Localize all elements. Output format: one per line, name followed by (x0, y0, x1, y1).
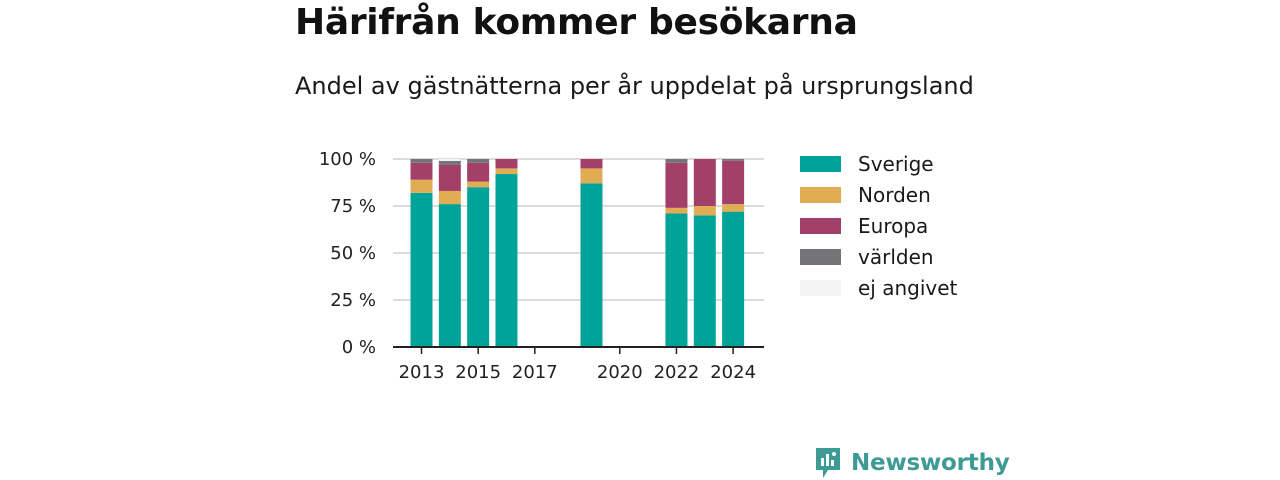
x-tick-label: 2013 (399, 362, 445, 383)
bar-segment (410, 179, 433, 193)
bar-segment (495, 174, 518, 347)
legend-swatch (800, 279, 841, 296)
bar-segment (722, 160, 745, 205)
legend-swatch (800, 186, 841, 203)
bar-segment (467, 162, 490, 182)
bar-segment (438, 204, 461, 347)
legend-swatch (800, 155, 841, 172)
logo-text: Newsworthy (851, 450, 1010, 476)
legend-swatch (800, 248, 841, 265)
chart-subtitle: Andel av gästnätterna per år uppdelat på… (295, 72, 974, 100)
bar-segment (580, 183, 603, 347)
bar-segment (722, 211, 745, 347)
stacked-bar-chart: 0 % 25 % 50 % 75 % 100 % 2013 2015 2017 2020 2022… (319, 149, 764, 383)
newsworthy-logo: Newsworthy (814, 446, 1010, 480)
legend-label: Europa (858, 213, 929, 238)
legend-item: Norden (800, 179, 957, 210)
x-tick-label: 2024 (710, 362, 756, 383)
bar-segment (467, 159, 490, 163)
y-tick-label: 50 % (330, 243, 376, 264)
bar-segment (495, 159, 518, 169)
bar-segment (438, 190, 461, 205)
bar-segment (665, 207, 688, 214)
bar-segment (580, 168, 603, 184)
y-tick-label: 75 % (330, 196, 376, 217)
bar-series (410, 159, 745, 347)
legend-item: Sverige (800, 148, 957, 179)
legend-label: ej angivet (858, 275, 958, 300)
bar-segment (693, 215, 716, 347)
legend-item: världen (800, 241, 957, 272)
legend-item: Europa (800, 210, 957, 241)
x-tick-label: 2022 (654, 362, 700, 383)
bar-segment (580, 159, 603, 169)
bar-segment (410, 159, 433, 163)
chart-title: Härifrån kommer besökarna (295, 2, 858, 43)
y-tick-label: 100 % (319, 149, 376, 170)
bar-segment (438, 159, 461, 161)
x-tick-label: 2020 (597, 362, 643, 383)
legend-label: Sverige (858, 151, 934, 176)
legend-item: ej angivet (800, 272, 957, 303)
bar-segment (467, 181, 490, 188)
bar-segment (722, 204, 745, 212)
y-tick-label: 0 % (342, 337, 376, 358)
bar-segment (438, 164, 461, 191)
bar-segment (693, 159, 716, 206)
bar-segment (495, 168, 518, 175)
bar-segment (665, 162, 688, 208)
bar-segment (410, 162, 433, 180)
axes: 0 % 25 % 50 % 75 % 100 % 2013 2015 2017 2020 2022… (319, 149, 764, 383)
legend-swatch (800, 217, 841, 234)
legend-label: Norden (858, 182, 931, 207)
bar-segment (722, 159, 745, 161)
x-tick-label: 2015 (455, 362, 501, 383)
bar-segment (693, 206, 716, 216)
bar-segment (665, 213, 688, 347)
bar-segment (467, 187, 490, 347)
newsworthy-logo-icon (816, 448, 840, 478)
bar-segment (410, 192, 433, 347)
legend: Sverige Norden Europa världen ej angivet (800, 148, 957, 303)
y-tick-label: 25 % (330, 290, 376, 311)
x-tick-label: 2017 (512, 362, 558, 383)
bar-segment (438, 160, 461, 165)
bar-segment (665, 159, 688, 163)
legend-label: världen (858, 244, 934, 269)
